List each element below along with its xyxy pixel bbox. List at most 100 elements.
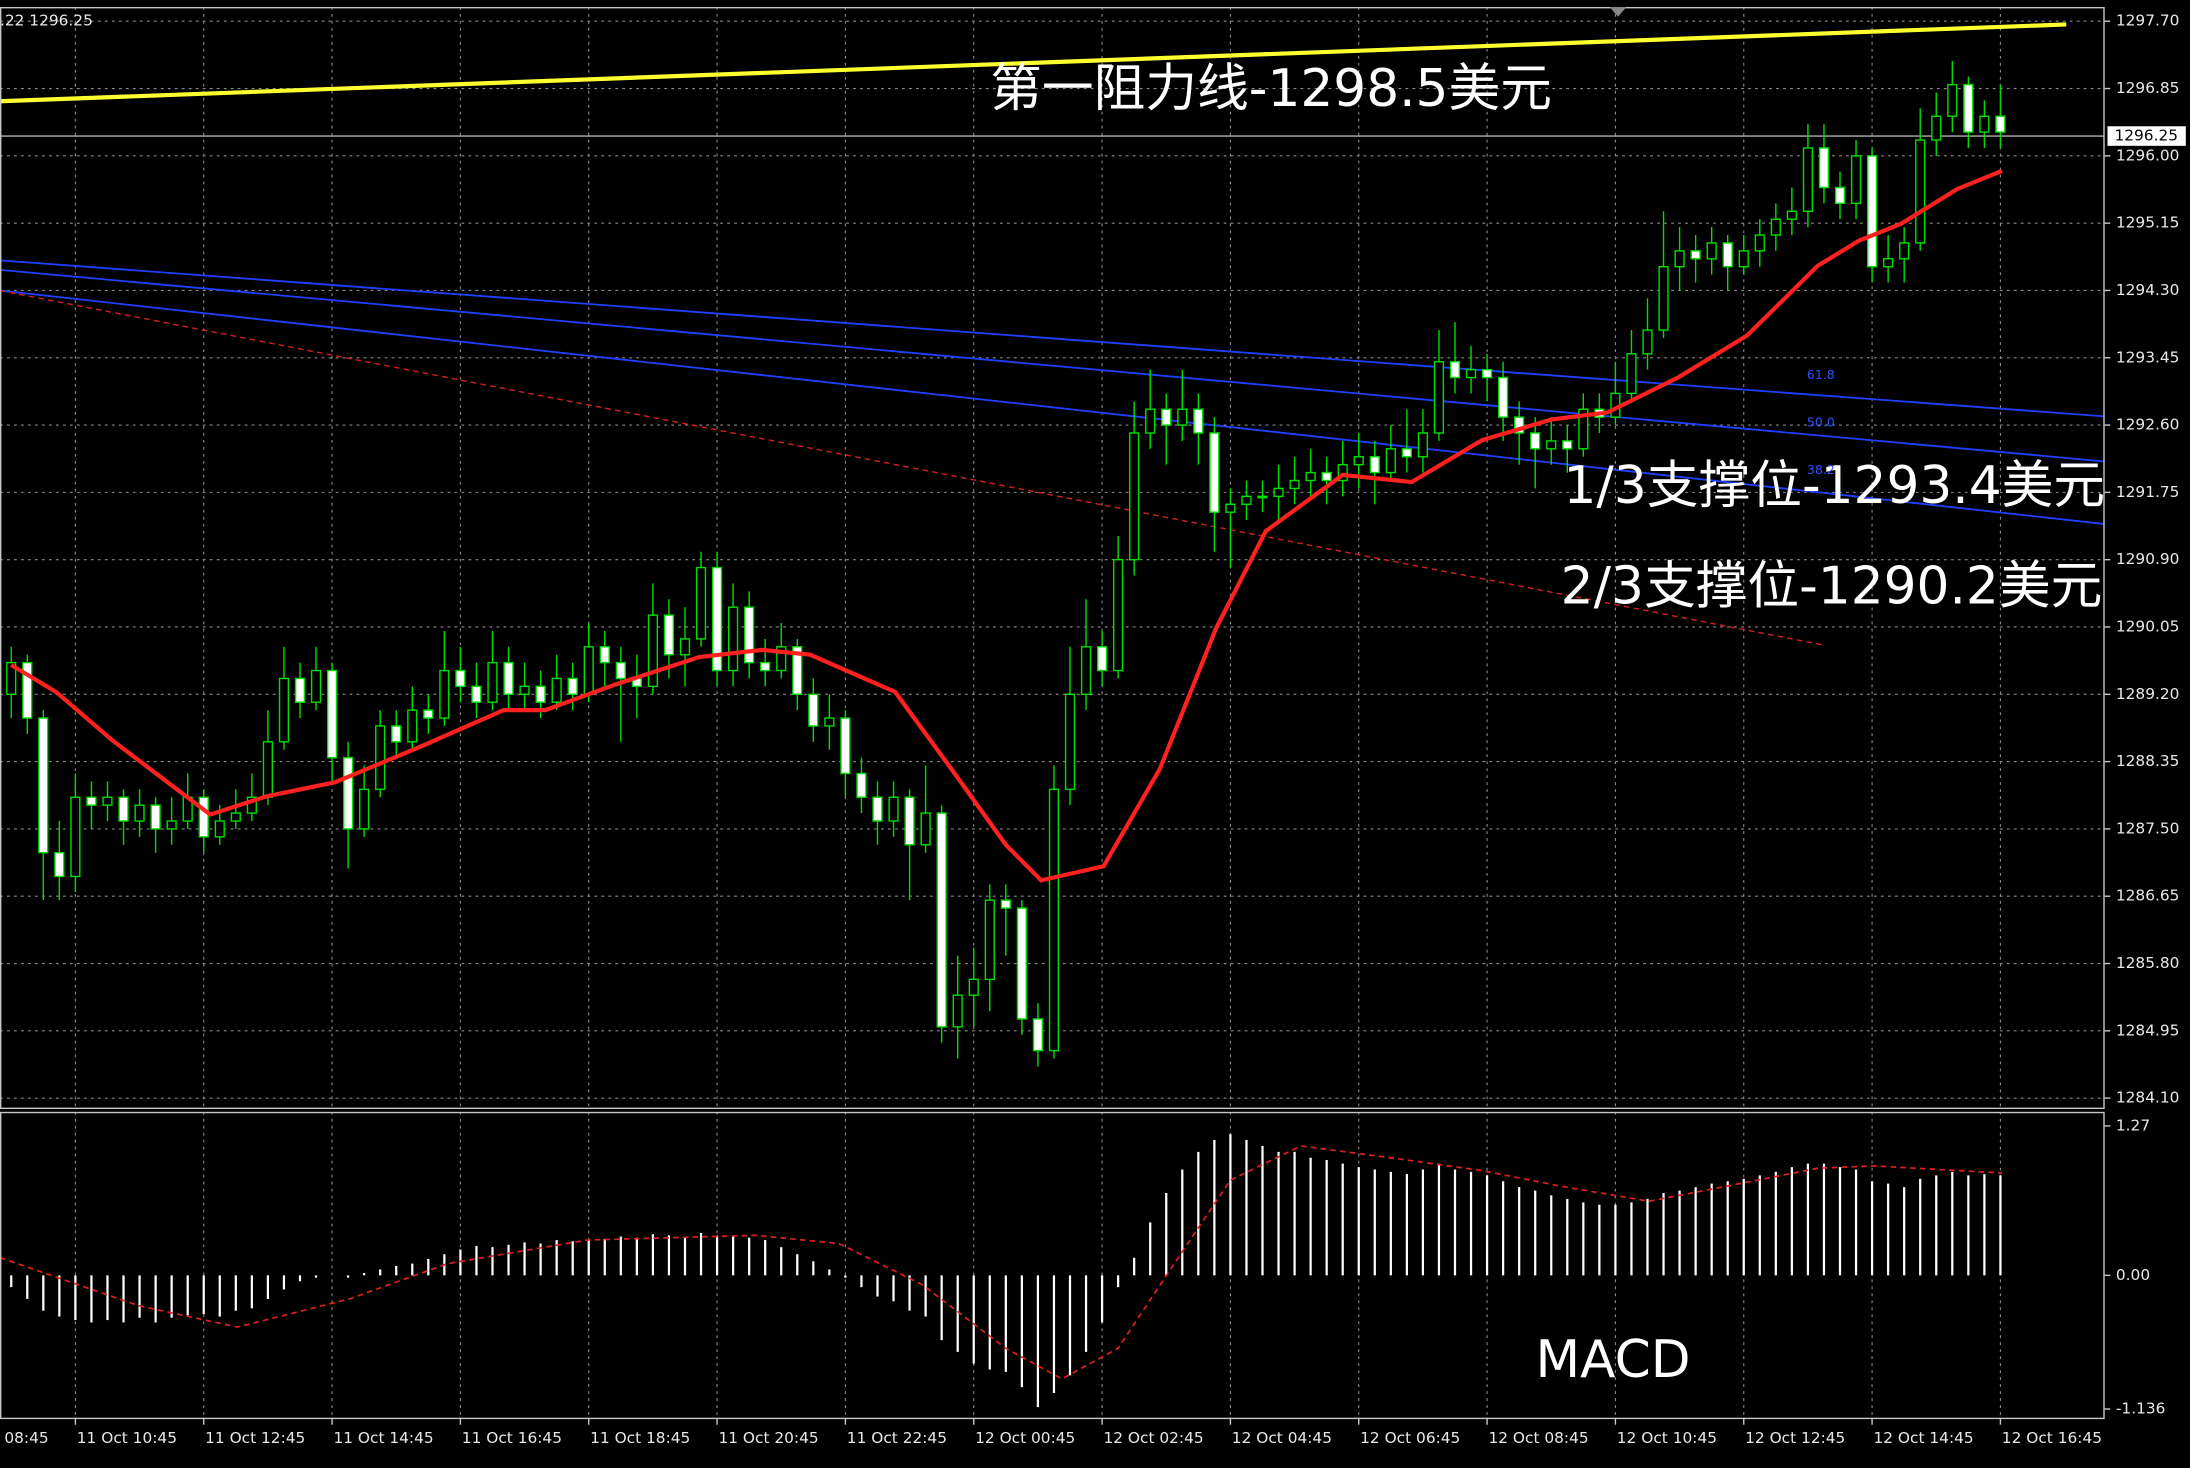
candle-body <box>1161 408 1172 426</box>
x-tick-label: 11 Oct 20:45 <box>718 1429 818 1447</box>
y-tick-label: 1290.05 <box>2116 617 2180 635</box>
candle-body <box>1080 646 1092 695</box>
trendline <box>0 289 2105 525</box>
candle-body <box>1417 432 1429 458</box>
current-price-box <box>2107 126 2186 146</box>
candle-body <box>1498 376 1509 418</box>
candle-body <box>856 772 867 798</box>
candle-body <box>423 709 434 719</box>
candle-body <box>54 851 65 878</box>
y-tick-label: 1287.50 <box>2116 819 2180 837</box>
candle-body <box>70 796 81 878</box>
x-tick-label: 12 Oct 16:45 <box>2002 1429 2102 1447</box>
candle-body <box>952 994 963 1028</box>
y-tick-label: 1284.10 <box>2116 1089 2180 1107</box>
x-tick-label: 12 Oct 10:45 <box>1617 1429 1717 1447</box>
candle-body <box>1786 210 1797 220</box>
trendline <box>0 259 2105 418</box>
candle-body <box>1289 479 1300 490</box>
candle-body <box>744 606 755 664</box>
candle-body <box>1145 408 1156 434</box>
candle-body <box>1546 440 1557 450</box>
candle-body <box>1899 242 1910 260</box>
candle-body <box>1353 456 1364 466</box>
candle-body <box>1674 250 1685 268</box>
y-tick-label: 1290.90 <box>2116 550 2180 568</box>
y-tick-label: -1.136 <box>2116 1400 2166 1418</box>
candle-body <box>102 796 113 806</box>
candle-body <box>1706 242 1717 260</box>
trendline <box>0 22 2067 104</box>
candle-body <box>455 669 466 688</box>
price-frame <box>0 6 2105 1110</box>
candle-body <box>1433 361 1445 434</box>
candle-body <box>1866 155 1878 268</box>
candle-body <box>6 661 17 695</box>
candle-body <box>262 741 274 798</box>
candle-body <box>22 661 33 719</box>
candle-body <box>150 804 161 830</box>
y-tick-label: 1292.60 <box>2116 416 2180 434</box>
x-tick-label: 12 Oct 08:45 <box>1488 1429 1588 1447</box>
annotation: 2/3支撑位-1290.2美元 <box>1561 556 2103 616</box>
x-tick-label: 11 Oct 18:45 <box>590 1429 690 1447</box>
candle-body <box>936 812 947 1028</box>
candle-body <box>1032 1018 1044 1052</box>
axes: 1297.70 1296.85 1296.00 1295.15 1294.30 1293.… <box>0 12 2186 1447</box>
y-tick-label: 1288.35 <box>2116 752 2180 770</box>
annotation: 第一阻力线-1298.5美元 <box>990 59 1552 119</box>
candle-body <box>1947 83 1958 117</box>
candle-body <box>1241 495 1252 505</box>
candle-body <box>1177 408 1188 426</box>
candle-body <box>198 796 209 838</box>
candle-body <box>1514 416 1525 434</box>
fib-label: 38.2 <box>1807 462 1835 477</box>
x-tick-label: 11 Oct 14:45 <box>333 1429 433 1447</box>
candle-body <box>1979 115 1990 133</box>
macd-signal <box>0 1145 2003 1380</box>
candle-body <box>519 685 530 695</box>
y-tick-label: 1289.20 <box>2116 685 2180 703</box>
candle-body <box>503 661 514 695</box>
candle-body <box>1401 448 1412 458</box>
candle-body <box>375 725 386 791</box>
candle-body <box>968 978 979 996</box>
candle-body <box>294 677 306 703</box>
candle-body <box>359 788 370 830</box>
candle-body <box>792 646 803 695</box>
candle-body <box>1915 139 1926 244</box>
x-tick-label: 11 Oct 22:45 <box>847 1429 947 1447</box>
y-tick-label: 1284.95 <box>2116 1021 2180 1039</box>
candle-body <box>1818 147 1830 189</box>
candle-body <box>599 646 610 664</box>
candle-body <box>760 661 771 672</box>
candle-body <box>1193 408 1204 434</box>
y-tick-label: 1293.45 <box>2116 348 2180 366</box>
x-tick-label: 11 Oct 10:45 <box>77 1429 177 1447</box>
candle-body <box>776 646 787 672</box>
candle-body <box>246 796 257 814</box>
y-tick-label: 1286.65 <box>2116 887 2180 905</box>
x-tick-label: 12 Oct 14:45 <box>1873 1429 1973 1447</box>
candle-body <box>407 709 418 743</box>
candle-body <box>1337 463 1348 482</box>
candle-body <box>166 820 177 830</box>
macd-frame <box>0 1111 2105 1420</box>
price-panel <box>0 6 2105 1108</box>
candle-body <box>439 669 450 719</box>
candle-body <box>872 796 883 822</box>
trendline <box>0 268 2105 463</box>
y-tick-label: 1297.70 <box>2116 12 2180 30</box>
candle-body <box>984 899 995 981</box>
candle-body <box>1995 115 2006 133</box>
candle-body <box>86 796 97 806</box>
candle-body <box>1802 147 1814 212</box>
candle-body <box>1129 432 1140 561</box>
candle-body <box>1305 471 1316 482</box>
candle-body <box>551 677 562 703</box>
candle-body <box>888 796 899 822</box>
candle-body <box>1048 788 1060 1052</box>
candle-body <box>1481 368 1493 379</box>
candle-body <box>134 804 145 822</box>
candle-body <box>1113 558 1124 672</box>
